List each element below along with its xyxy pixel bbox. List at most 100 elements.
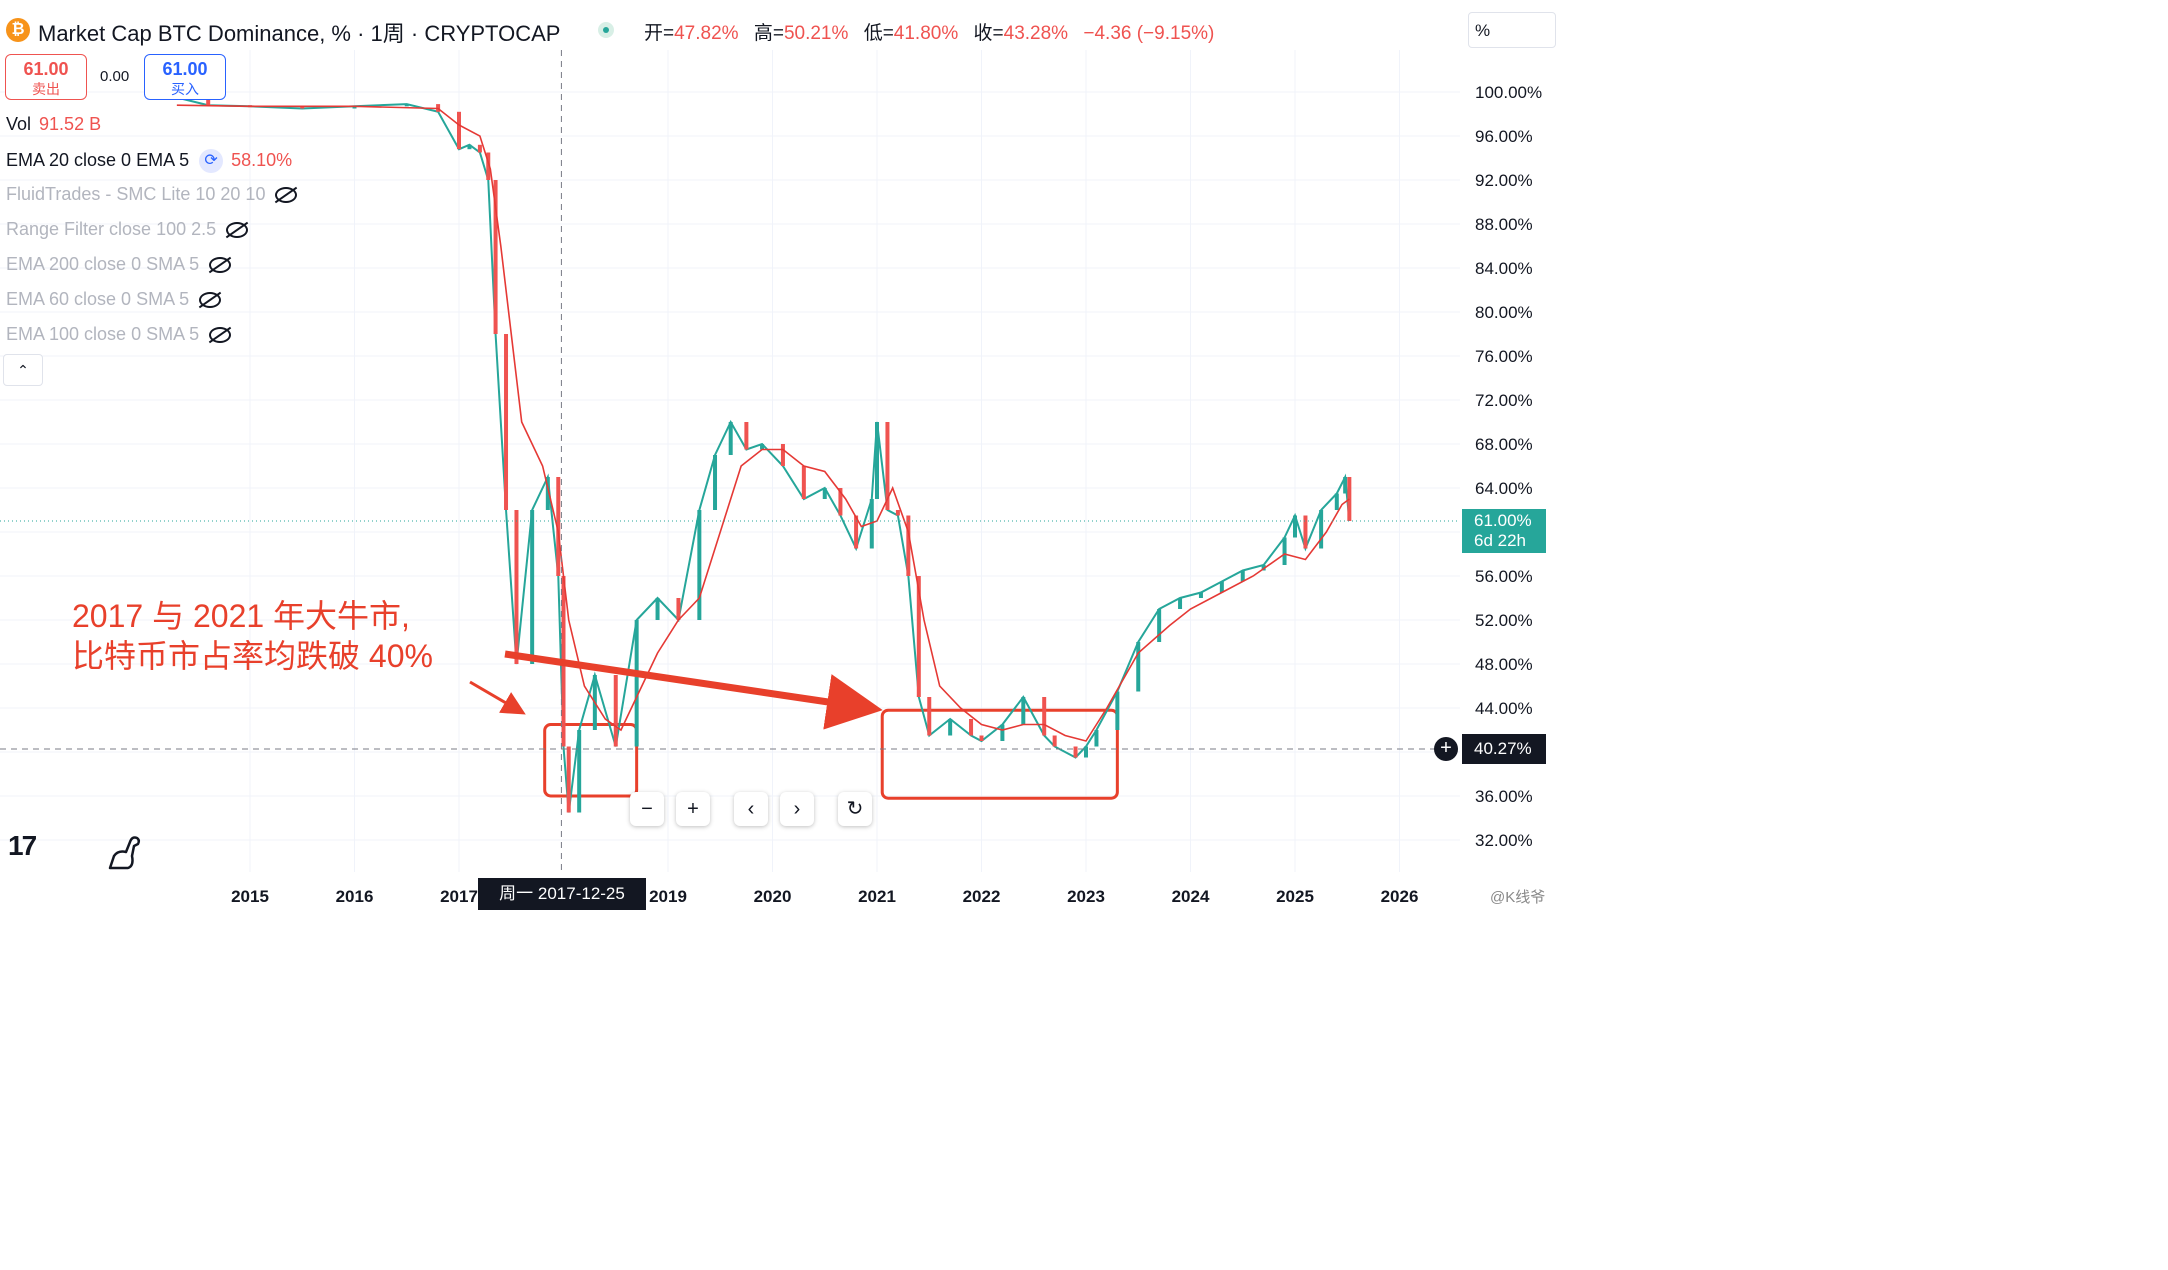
horizontal-lines (0, 520, 1460, 750)
y-tick-label: 88.00% (1475, 215, 1533, 234)
indicator-range-filter[interactable]: Range Filter close 100 2.5 (6, 219, 249, 240)
candle (530, 510, 535, 664)
y-tick-label: 96.00% (1475, 127, 1533, 146)
last-price-value: 61.00% (1474, 511, 1532, 530)
candle (676, 598, 681, 620)
indicator-vol[interactable]: Vol 91.52 B (6, 114, 101, 135)
high-value: 50.21% (783, 23, 849, 44)
eye-hidden-icon[interactable] (226, 222, 249, 239)
candle (1198, 592, 1203, 598)
y-tick-label: 44.00% (1475, 699, 1533, 718)
candle (854, 515, 859, 549)
candle (300, 106, 305, 109)
candle (822, 488, 827, 499)
price-chart[interactable]: 100.00% 96.00% 92.00% 88.00% 84.00% 80.00% 76.… (0, 0, 1568, 919)
eye-hidden-icon[interactable] (275, 187, 298, 204)
change-value: −4.36 (−9.15%) (1083, 23, 1215, 44)
candle (906, 515, 911, 576)
y-tick-label: 84.00% (1475, 259, 1533, 278)
scroll-right-button[interactable]: › (780, 792, 814, 826)
candle (744, 422, 749, 450)
candle (869, 499, 874, 549)
annotation-arrows (469, 650, 883, 730)
candle (514, 510, 519, 664)
annotation-line-1: 2017 与 2021 年大牛市, (72, 598, 410, 634)
candle (352, 106, 357, 109)
bitcoin-icon: ₿ (6, 18, 30, 42)
x-tick-label: 2016 (336, 887, 374, 906)
indicator-fluidtrades[interactable]: FluidTrades - SMC Lite 10 20 10 (6, 184, 298, 205)
y-tick-label: 56.00% (1475, 567, 1533, 586)
sync-icon[interactable]: ⟳ (199, 149, 224, 173)
indicator-value: 91.52 B (39, 114, 102, 134)
candle (885, 422, 890, 510)
candle (1084, 746, 1088, 758)
candle (1334, 493, 1339, 510)
arrow-2017 (469, 680, 526, 715)
indicator-value: 58.10% (231, 149, 293, 170)
open-label: 开= (644, 23, 675, 44)
candle (969, 719, 974, 736)
indicator-ema100[interactable]: EMA 100 close 0 SMA 5 (6, 324, 232, 345)
candle (728, 422, 733, 455)
candle (713, 455, 718, 510)
candle (1219, 581, 1224, 593)
indicator-ema60[interactable]: EMA 60 close 0 SMA 5 (6, 289, 222, 310)
eye-hidden-icon[interactable] (209, 257, 232, 274)
candle (948, 719, 953, 736)
candle (577, 730, 582, 813)
candle (206, 97, 211, 106)
eye-hidden-icon[interactable] (199, 292, 222, 309)
chart-title[interactable]: Market Cap BTC Dominance, % · 1周 · CRYPT… (38, 21, 561, 46)
add-alert-icon[interactable]: + (1434, 737, 1458, 761)
zoom-out-button[interactable]: − (630, 792, 664, 826)
indicator-name: EMA 100 close 0 SMA 5 (6, 324, 200, 344)
candle (1319, 510, 1324, 549)
candle (457, 111, 461, 150)
candle (760, 444, 765, 450)
indicator-ema200[interactable]: EMA 200 close 0 SMA 5 (6, 254, 232, 275)
sell-button[interactable]: 61.00 卖出 (5, 54, 87, 100)
candle (1293, 515, 1297, 538)
y-tick-label: 100.00% (1475, 83, 1542, 102)
x-tick-label: 2020 (754, 887, 792, 906)
candle (927, 697, 932, 736)
y-tick-label: 52.00% (1475, 611, 1533, 630)
crosshair-price-tag: 40.27% (1462, 734, 1546, 764)
open-value: 47.82% (674, 23, 739, 44)
zoom-in-button[interactable]: + (676, 792, 710, 826)
collapse-indicators-button[interactable]: ⌃ (3, 354, 43, 386)
candle (634, 620, 639, 747)
indicator-ema20[interactable]: EMA 20 close 0 EMA 5 ⟳ 58.10% (6, 149, 292, 173)
candle (979, 735, 984, 741)
tradingview-logo[interactable]: 17 (8, 830, 37, 861)
x-tick-label: 2023 (1067, 887, 1105, 906)
low-value: 41.80% (893, 23, 959, 44)
annotation-line-2: 比特币市占率均跌破 40% (72, 638, 433, 674)
x-tick-label: 2015 (231, 887, 269, 906)
ohlc-readout: 开=47.82% 高=50.21% 低=41.80% 收=43.28% −4.3… (644, 18, 1224, 45)
y-tick-label: 36.00% (1475, 787, 1533, 806)
scale-mode-button[interactable]: % (1468, 12, 1556, 48)
sell-price: 61.00 (23, 59, 69, 79)
indicator-name: Vol (6, 114, 32, 134)
candle (838, 488, 843, 516)
candle (697, 510, 702, 620)
candle (655, 598, 660, 620)
candle (556, 477, 561, 576)
buy-button[interactable]: 61.00 买入 (144, 54, 226, 100)
candle (545, 477, 550, 510)
x-tick-label: 2024 (1172, 887, 1210, 906)
candle (404, 104, 409, 107)
candle (1052, 735, 1057, 747)
reset-chart-button[interactable]: ↻ (838, 792, 872, 826)
y-tick-label: 68.00% (1475, 435, 1533, 454)
scroll-left-button[interactable]: ‹ (734, 792, 768, 826)
dinosaur-icon[interactable] (104, 832, 144, 872)
candle (1042, 697, 1047, 736)
y-tick-label: 72.00% (1475, 391, 1533, 410)
eye-hidden-icon[interactable] (209, 327, 232, 344)
high-label: 高= (753, 23, 784, 44)
indicator-name: EMA 60 close 0 SMA 5 (6, 289, 190, 309)
watermark: @K线爷 (1490, 889, 1546, 906)
